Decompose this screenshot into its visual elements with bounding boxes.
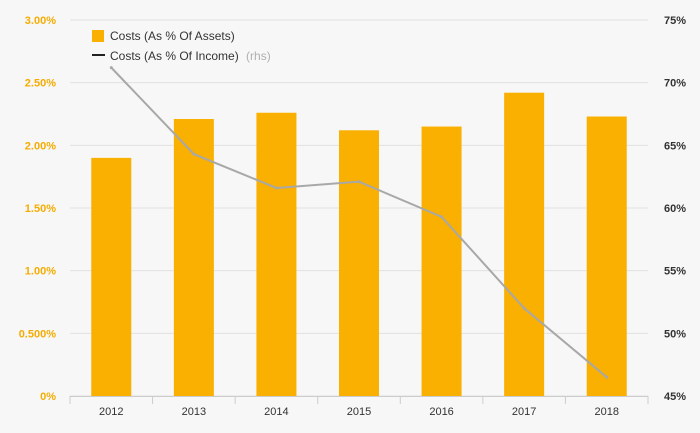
line-point bbox=[192, 152, 196, 156]
y-left-tick-label: 2.50% bbox=[25, 78, 56, 90]
bar bbox=[504, 92, 545, 397]
y-left-tick-label: 1.00% bbox=[25, 266, 56, 278]
x-tick-label: 2015 bbox=[347, 406, 371, 418]
x-tick-label: 2017 bbox=[512, 406, 536, 418]
legend-label-assets: Costs (As % Of Assets) bbox=[110, 29, 235, 43]
line-point bbox=[109, 66, 113, 70]
legend-label-income-suffix: (rhs) bbox=[246, 49, 271, 63]
bar bbox=[256, 112, 297, 396]
legend-label-income-main: Costs (As % Of Income) bbox=[110, 49, 239, 63]
line-point bbox=[605, 375, 609, 379]
y-right-tick-label: 70% bbox=[664, 78, 686, 90]
line-point bbox=[440, 215, 444, 219]
x-tick-label: 2016 bbox=[429, 406, 453, 418]
y-right-tick-label: 50% bbox=[664, 328, 686, 340]
line-point bbox=[357, 180, 361, 184]
x-tick-label: 2012 bbox=[99, 406, 123, 418]
y-left-tick-label: 0% bbox=[40, 391, 56, 403]
legend-swatch-income bbox=[92, 54, 105, 56]
line-point bbox=[522, 306, 526, 310]
line-point bbox=[274, 186, 278, 190]
bar bbox=[173, 119, 214, 396]
y-right-tick-label: 65% bbox=[664, 140, 686, 152]
bar bbox=[586, 116, 627, 397]
line-series bbox=[109, 66, 609, 379]
y-left-tick-label: 3.00% bbox=[25, 15, 56, 27]
axes: 0% 0.500% 1.00% 1.50% 2.00% 2.50% 3.00% 45% 50% 5… bbox=[19, 15, 687, 418]
x-tick-label: 2013 bbox=[182, 406, 206, 418]
y-right-tick-label: 75% bbox=[664, 15, 686, 27]
legend-label-income: Costs (As % Of Income) (rhs) bbox=[110, 49, 271, 63]
y-left-tick-label: 1.50% bbox=[25, 203, 56, 215]
y-left-tick-label: 0.500% bbox=[19, 328, 57, 340]
y-left-tick-label: 2.00% bbox=[25, 140, 56, 152]
bar bbox=[91, 157, 132, 396]
y-right-tick-label: 55% bbox=[664, 266, 686, 278]
legend: Costs (As % Of Assets) Costs (As % Of In… bbox=[92, 29, 271, 63]
bar bbox=[339, 130, 379, 396]
bar bbox=[421, 126, 462, 397]
y-right-tick-label: 45% bbox=[664, 391, 686, 403]
legend-swatch-assets bbox=[92, 30, 104, 42]
bar-series bbox=[91, 92, 627, 397]
x-tick-label: 2018 bbox=[594, 406, 618, 418]
y-right-tick-label: 60% bbox=[664, 203, 686, 215]
x-tick-label: 2014 bbox=[264, 406, 288, 418]
